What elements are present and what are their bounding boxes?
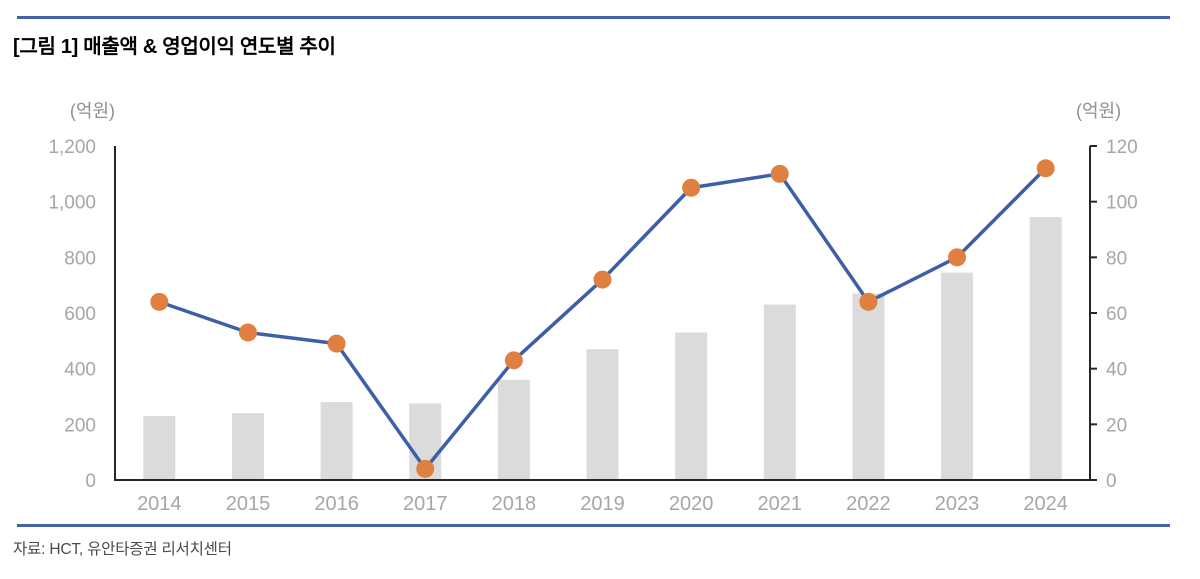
left-axis-tick-label: 600 — [64, 304, 96, 325]
marker-2015 — [238, 323, 257, 342]
marker-2018 — [504, 351, 523, 370]
marker-2020 — [682, 178, 701, 197]
right-axis-tick-label: 120 — [1106, 137, 1138, 158]
marker-2024 — [1036, 159, 1055, 178]
x-axis-label-2015: 2015 — [226, 493, 271, 515]
left-axis-tick-label: 0 — [85, 471, 96, 492]
bar-2015 — [231, 413, 264, 480]
marker-2014 — [150, 292, 169, 311]
left-axis-tick-label: 200 — [64, 415, 96, 436]
bar-2016 — [320, 402, 353, 480]
right-axis-tick-label: 80 — [1106, 248, 1127, 269]
left-axis-tick-label: 800 — [64, 248, 96, 269]
bar-2022 — [852, 293, 885, 480]
right-axis-unit-label: (억원) — [1076, 101, 1122, 121]
marker-2016 — [327, 334, 346, 353]
x-axis-label-2021: 2021 — [758, 493, 803, 515]
source-note: 자료: HCT, 유안타증권 리서치센터 — [13, 541, 232, 558]
left-axis-tick-label: 400 — [64, 360, 96, 381]
marker-2017 — [416, 459, 435, 478]
right-axis-tick-label: 100 — [1106, 193, 1138, 214]
bar-2014 — [143, 415, 176, 480]
bottom-divider — [17, 524, 1170, 527]
bar-2018 — [497, 379, 530, 480]
right-axis-tick-label: 40 — [1106, 360, 1127, 381]
x-axis-label-2022: 2022 — [846, 493, 891, 515]
bar-2023 — [941, 272, 974, 480]
figure-title: [그림 1] 매출액 & 영업이익 연도별 추이 — [13, 36, 336, 58]
x-axis-label-2023: 2023 — [935, 493, 980, 515]
bar-2024 — [1029, 216, 1062, 480]
right-axis-tick-label: 0 — [1106, 471, 1117, 492]
x-axis-label-2019: 2019 — [580, 493, 625, 515]
bar-2019 — [586, 349, 619, 480]
x-axis-label-2016: 2016 — [314, 493, 359, 515]
x-axis-label-2017: 2017 — [403, 493, 448, 515]
x-axis-label-2020: 2020 — [669, 493, 714, 515]
marker-2019 — [593, 270, 612, 289]
bar-2020 — [675, 332, 708, 480]
x-axis-label-2014: 2014 — [137, 493, 182, 515]
marker-2021 — [770, 164, 789, 183]
x-axis-label-2018: 2018 — [492, 493, 537, 515]
left-axis-tick-label: 1,200 — [48, 137, 96, 158]
marker-2022 — [859, 292, 878, 311]
marker-2023 — [948, 248, 967, 267]
left-axis-tick-label: 1,000 — [48, 193, 96, 214]
right-axis-tick-label: 20 — [1106, 415, 1127, 436]
left-axis-unit-label: (억원) — [69, 101, 115, 121]
bar-2021 — [763, 304, 796, 480]
x-axis-label-2024: 2024 — [1023, 493, 1068, 515]
top-divider — [17, 16, 1170, 19]
right-axis-tick-label: 60 — [1106, 304, 1127, 325]
